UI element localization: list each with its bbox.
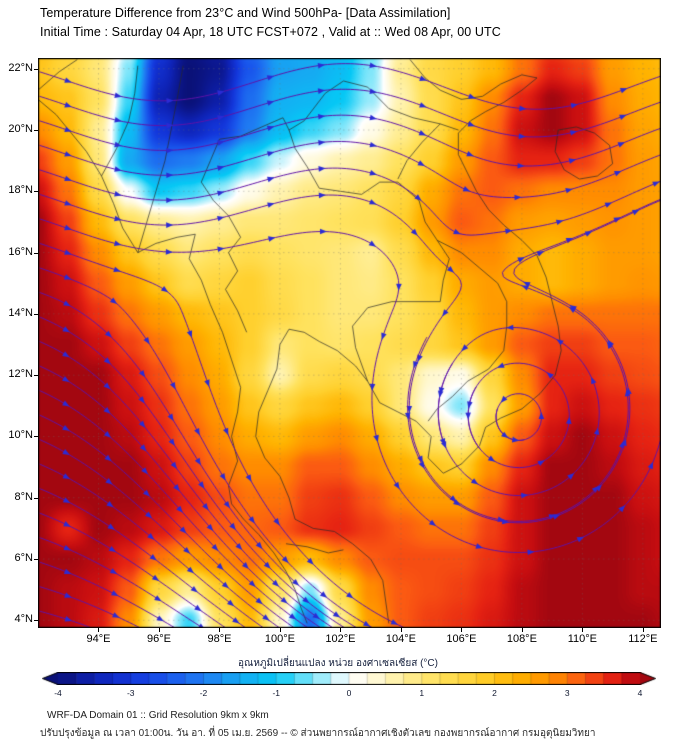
lon-tick-mark [461,628,463,632]
lat-tick-mark [34,313,38,315]
colorbar-tick-label: 1 [419,688,425,698]
lon-tick-label: 98°E [207,633,232,645]
colorbar-tick-label: -1 [272,688,281,698]
lat-tick-label: 22°N [8,61,33,74]
lon-tick-mark [582,628,584,632]
lon-tick-mark [400,628,402,632]
lat-tick-label: 12°N [8,368,33,381]
lat-tick-mark [34,68,38,70]
lat-tick-mark [34,252,38,254]
colorbar-tick-label: 4 [637,688,643,698]
colorbar-tick-label: -3 [126,688,135,698]
map-plot-area [38,58,661,628]
lon-tick-label: 108°E [506,633,537,645]
lat-tick-label: 4°N [14,613,33,626]
lon-tick-label: 104°E [385,633,416,645]
footer-update-credit: ปรับปรุงข้อมูล ณ เวลา 01:00น. วัน อา. ที… [40,728,596,739]
lat-tick-label: 6°N [14,552,33,565]
lon-tick-label: 106°E [446,633,477,645]
lon-tick-label: 94°E [86,633,111,645]
lat-tick-label: 16°N [8,245,33,258]
lon-tick-label: 100°E [264,633,295,645]
colorbar-tick-label: 3 [564,688,570,698]
lon-tick-label: 96°E [146,633,171,645]
chart-title: Temperature Difference from 23°C and Win… [40,6,451,20]
lon-tick-label: 112°E [628,633,658,645]
lon-tick-mark [98,628,100,632]
lon-tick-mark [219,628,221,632]
lon-tick-mark [642,628,644,632]
lat-tick-label: 10°N [8,429,33,442]
lon-tick-label: 102°E [325,633,356,645]
lat-tick-label: 18°N [8,184,33,197]
lat-tick-mark [34,559,38,561]
lat-tick-label: 20°N [8,123,33,136]
footer-domain-resolution: WRF-DA Domain 01 :: Grid Resolution 9km … [47,710,269,721]
colorbar-tick-label: 0 [346,688,352,698]
chart-subtitle-init-valid-time: Initial Time : Saturday 04 Apr, 18 UTC F… [40,25,501,39]
colorbar-tick-label: -2 [199,688,208,698]
colorbar-tick-label: -4 [54,688,62,698]
lat-tick-mark [34,620,38,622]
lon-tick-mark [521,628,523,632]
lon-tick-mark [340,628,342,632]
lat-tick-mark [34,436,38,438]
lon-tick-label: 110°E [567,633,597,645]
lat-tick-mark [34,375,38,377]
lat-tick-mark [34,130,38,132]
lat-tick-label: 8°N [14,490,33,503]
temperature-wind-map-canvas [38,58,661,628]
colorbar-canvas [42,672,656,685]
lat-tick-mark [34,191,38,193]
lat-tick-mark [34,497,38,499]
lat-tick-label: 14°N [8,306,33,319]
colorbar-title: อุณหภูมิเปลี่ยนแปลง หน่วย องศาเซลเซียส (… [238,658,438,669]
colorbar-tick-label: 2 [492,688,497,698]
lon-tick-mark [158,628,160,632]
lon-tick-mark [279,628,281,632]
